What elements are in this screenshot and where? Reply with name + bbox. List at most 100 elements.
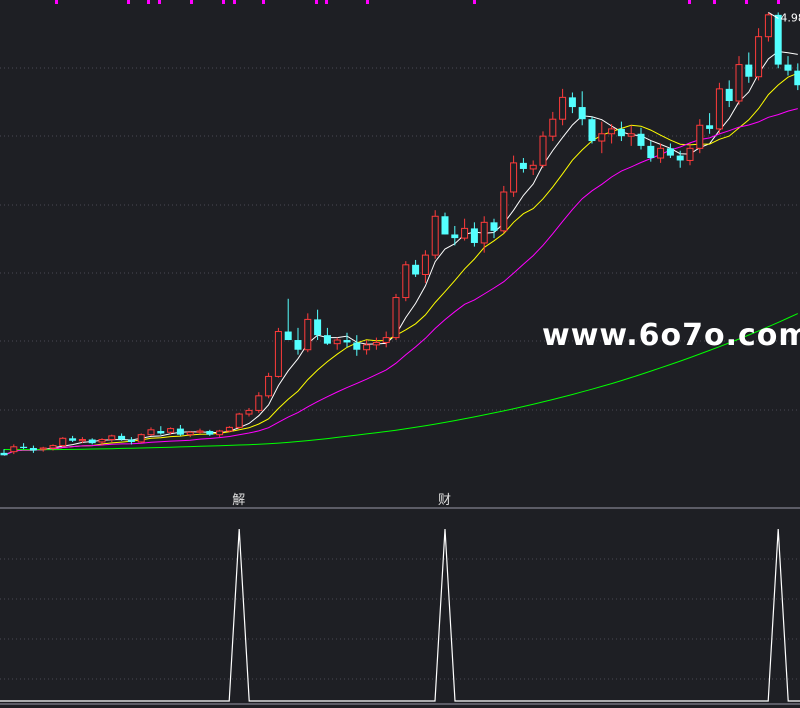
candle-body-down bbox=[157, 431, 165, 434]
candle-body-down bbox=[725, 88, 733, 101]
top-marker-dot bbox=[745, 0, 748, 4]
candle-body-up bbox=[627, 133, 635, 137]
top-marker-dot bbox=[127, 0, 130, 4]
candle-body-up bbox=[608, 128, 616, 135]
candle-body-up bbox=[598, 133, 606, 142]
candle-body-up bbox=[255, 395, 263, 411]
candle-body-down bbox=[637, 133, 645, 146]
candle-body-up bbox=[147, 429, 155, 436]
candle-body-up bbox=[500, 191, 508, 232]
top-marker-dot bbox=[233, 0, 236, 4]
candle-body-down bbox=[676, 155, 684, 161]
top-marker-dot bbox=[325, 0, 328, 4]
candle-body-up bbox=[372, 341, 380, 346]
candle-body-up bbox=[421, 254, 429, 276]
signal-label: 财 bbox=[438, 493, 451, 508]
top-marker-dot bbox=[713, 0, 716, 4]
candle-body-up bbox=[363, 344, 371, 351]
candle-body-down bbox=[441, 216, 449, 235]
candle-body-up bbox=[529, 164, 537, 170]
candle-body-up bbox=[186, 431, 194, 436]
candle-body-down bbox=[20, 446, 28, 449]
candle-series bbox=[0, 12, 800, 456]
candle-body-down bbox=[29, 448, 37, 451]
candle-body-down bbox=[568, 97, 576, 108]
candle-body-down bbox=[617, 128, 625, 137]
candle-body-down bbox=[519, 162, 527, 169]
top-marker-dot bbox=[688, 0, 691, 4]
candle-body-down bbox=[294, 340, 302, 350]
candle-body-up bbox=[431, 215, 439, 256]
signal-label: 解 bbox=[232, 493, 245, 508]
candle-body-down bbox=[745, 64, 753, 77]
candle-body-down bbox=[794, 70, 800, 86]
candle-body-up bbox=[696, 124, 704, 149]
candle-body-up bbox=[265, 375, 273, 397]
price-max-label: 4.98 bbox=[780, 11, 800, 24]
top-marker-dot bbox=[777, 0, 780, 4]
candle-body-down bbox=[127, 439, 135, 442]
watermark-text: www.6o7o.com bbox=[542, 318, 800, 353]
candle-body-up bbox=[657, 147, 665, 159]
top-marker-dot bbox=[55, 0, 58, 4]
candle-body-up bbox=[49, 445, 57, 449]
candle-body-up bbox=[715, 88, 723, 130]
candle-body-down bbox=[314, 319, 322, 336]
candle-body-up bbox=[539, 135, 547, 166]
candle-body-down bbox=[323, 335, 331, 344]
candle-body-up bbox=[402, 264, 410, 299]
price-max-leader bbox=[768, 11, 779, 19]
ma10-line bbox=[3, 72, 798, 456]
candle-body-up bbox=[108, 435, 116, 441]
candle-body-down bbox=[588, 119, 596, 142]
moving-average-lines bbox=[3, 50, 799, 456]
candle-body-down bbox=[490, 222, 498, 231]
candle-body-up bbox=[10, 446, 18, 453]
candle-body-down bbox=[666, 148, 674, 156]
candle-body-up bbox=[167, 428, 175, 433]
candle-body-down bbox=[706, 125, 714, 129]
candle-body-down bbox=[412, 264, 420, 275]
candle-body-up bbox=[686, 147, 694, 161]
candle-body-down bbox=[343, 340, 351, 343]
top-marker-dot bbox=[158, 0, 161, 4]
candle-body-down bbox=[578, 107, 586, 120]
top-marker-dot bbox=[147, 0, 150, 4]
signal-spike-line bbox=[0, 528, 800, 702]
candle-body-down bbox=[88, 439, 96, 444]
candle-body-up bbox=[755, 36, 763, 78]
candle-body-down bbox=[0, 452, 8, 456]
candle-body-up bbox=[235, 413, 243, 428]
candle-body-down bbox=[647, 145, 655, 159]
candle-body-up bbox=[559, 96, 567, 120]
candle-body-up bbox=[274, 331, 282, 377]
top-marker-dot bbox=[315, 0, 318, 4]
candle-body-down bbox=[470, 228, 478, 243]
ma20-line bbox=[3, 108, 798, 456]
grid-lines bbox=[0, 67, 800, 705]
candle-body-up bbox=[196, 430, 204, 433]
candle-body-up bbox=[480, 221, 488, 244]
ma60-line bbox=[3, 313, 799, 451]
top-marker-dot bbox=[473, 0, 476, 4]
candle-body-down bbox=[451, 234, 459, 239]
candle-body-up bbox=[549, 118, 557, 137]
candle-body-up bbox=[98, 439, 106, 443]
candle-body-down bbox=[176, 428, 184, 435]
candle-body-up bbox=[735, 64, 743, 102]
candle-body-up bbox=[216, 430, 224, 436]
candle-body-up bbox=[461, 227, 469, 239]
candle-body-down bbox=[284, 331, 292, 341]
candle-body-down bbox=[206, 431, 214, 435]
chart-labels: 4.98 www.6o7o.com 解 财 bbox=[232, 11, 800, 508]
top-marker-dot bbox=[262, 0, 265, 4]
candle-body-up bbox=[225, 426, 233, 432]
candle-body-down bbox=[784, 64, 792, 71]
top-markers bbox=[55, 0, 780, 4]
candle-body-up bbox=[510, 162, 518, 193]
ma5-line bbox=[3, 50, 798, 456]
candle-body-up bbox=[392, 297, 400, 339]
top-marker-dot bbox=[222, 0, 225, 4]
